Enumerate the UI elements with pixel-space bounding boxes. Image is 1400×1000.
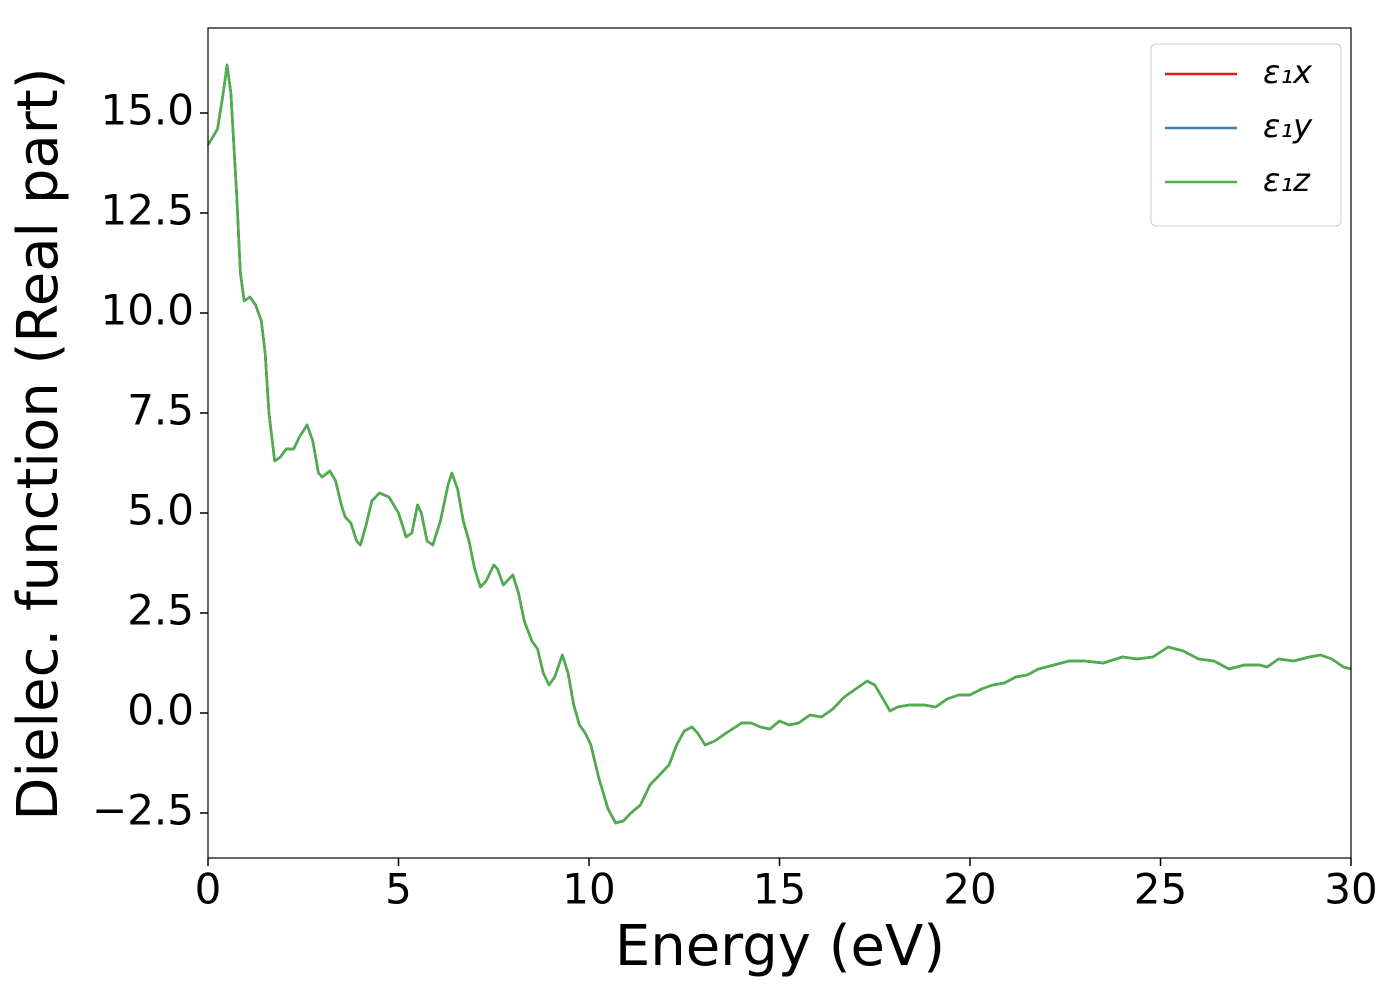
y-tick-label: 2.5 xyxy=(127,586,194,635)
x-tick-label: 25 xyxy=(1134,865,1187,914)
legend-label: ε₁x xyxy=(1263,53,1313,91)
y-tick-label: 5.0 xyxy=(127,486,194,535)
y-tick-label: 0.0 xyxy=(127,686,194,735)
y-tick-label: 15.0 xyxy=(100,86,194,135)
legend-label: ε₁y xyxy=(1263,107,1313,145)
x-tick-label: 10 xyxy=(562,865,615,914)
legend-box xyxy=(1150,43,1342,227)
x-tick-label: 30 xyxy=(1324,865,1377,914)
y-tick-label: 12.5 xyxy=(100,186,194,235)
x-tick-label: 0 xyxy=(195,865,222,914)
x-tick-label: 5 xyxy=(385,865,412,914)
plot-frame xyxy=(207,27,1352,859)
y-tick-label: 7.5 xyxy=(127,386,194,435)
x-tick-label: 15 xyxy=(753,865,806,914)
x-tick-label: 20 xyxy=(943,865,996,914)
legend-label: ε₁z xyxy=(1263,161,1311,199)
x-axis-label: Energy (eV) xyxy=(615,914,945,979)
data-line xyxy=(206,63,1352,825)
y-axis-label: Dielec. function (Real part) xyxy=(6,67,71,820)
y-tick-label: −2.5 xyxy=(92,786,194,835)
y-tick-label: 10.0 xyxy=(100,286,194,335)
